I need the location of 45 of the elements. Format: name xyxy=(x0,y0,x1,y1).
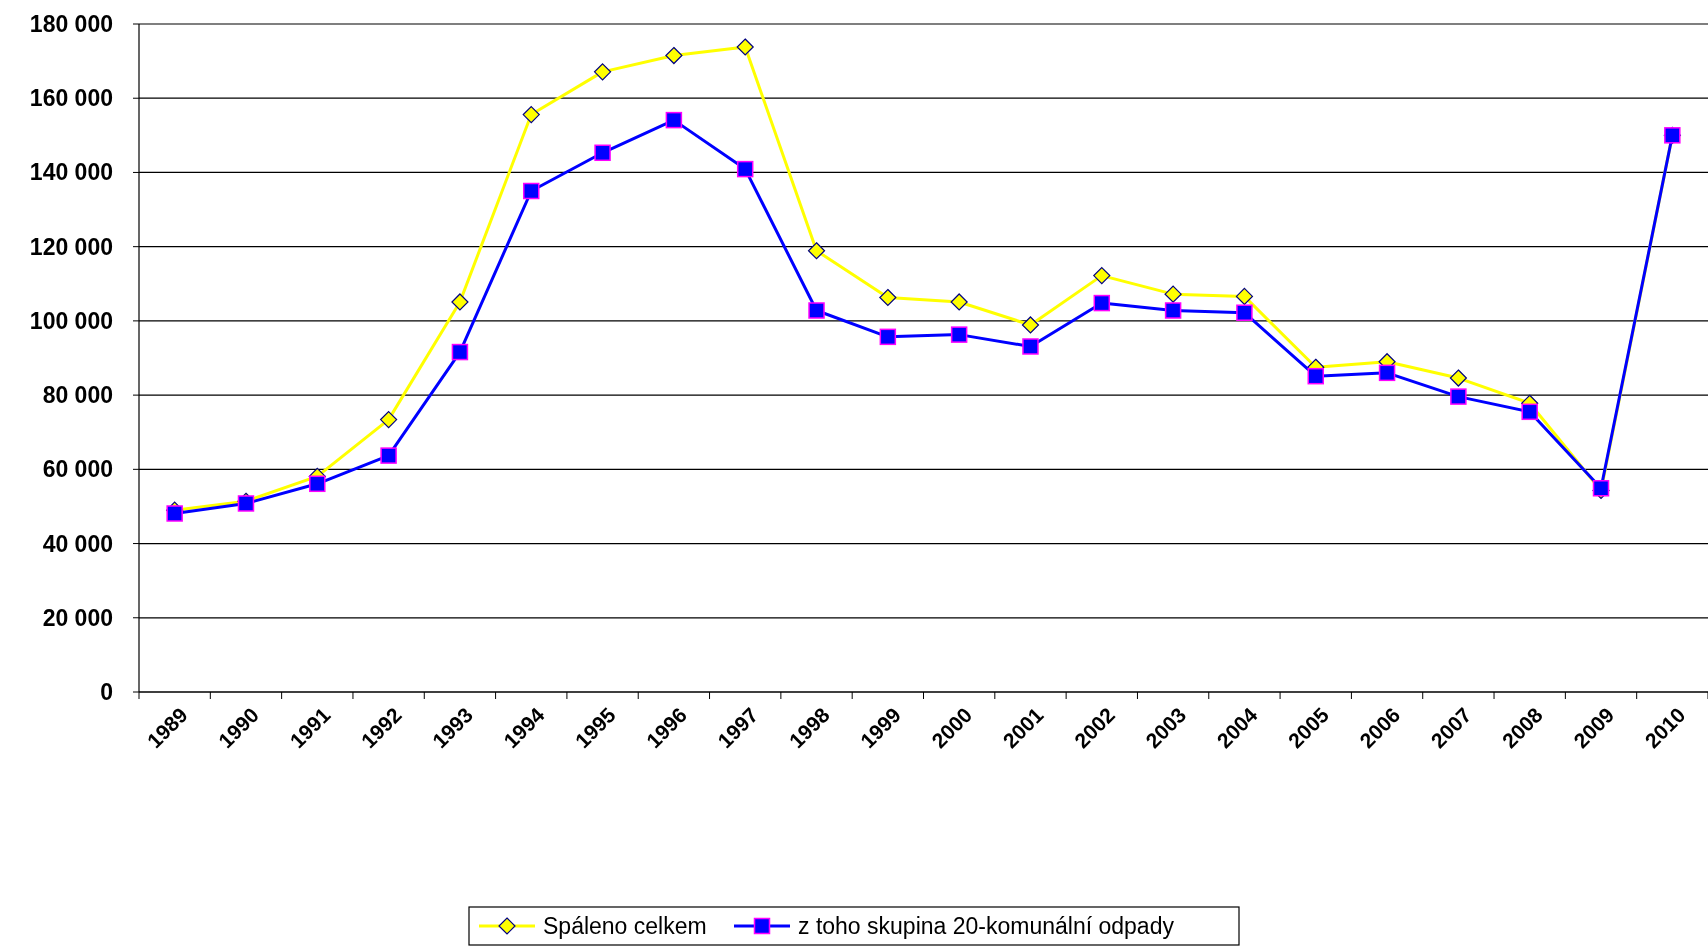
legend-label: Spáleno celkem xyxy=(543,913,707,940)
point xyxy=(1307,367,1324,385)
y-tick-label: 160 000 xyxy=(29,85,113,112)
point xyxy=(522,105,540,124)
y-tick-label: 80 000 xyxy=(42,382,113,409)
point xyxy=(309,475,326,493)
point xyxy=(1022,338,1039,355)
point xyxy=(807,242,826,260)
point xyxy=(1093,267,1111,285)
point xyxy=(1378,364,1396,382)
point xyxy=(1164,285,1182,303)
y-tick-label: 20 000 xyxy=(42,604,113,631)
point xyxy=(593,63,612,81)
point xyxy=(594,144,611,162)
point xyxy=(1450,388,1467,405)
point xyxy=(879,288,897,307)
point xyxy=(380,411,398,429)
y-tick-label: 100 000 xyxy=(29,307,113,334)
point xyxy=(808,302,825,319)
point xyxy=(1021,316,1040,334)
point xyxy=(665,111,683,129)
point xyxy=(1093,294,1111,312)
point xyxy=(879,328,897,346)
point xyxy=(523,182,540,200)
y-tick-label: 0 xyxy=(100,679,113,706)
y-tick-label: 60 000 xyxy=(42,456,113,483)
point xyxy=(451,293,469,311)
point xyxy=(451,343,469,361)
y-tick-label: 140 000 xyxy=(29,159,113,186)
legend-label: z toho skupina 20-komunální odpady xyxy=(798,913,1175,940)
point xyxy=(1521,403,1538,421)
point xyxy=(736,38,754,56)
point xyxy=(166,505,183,522)
point xyxy=(380,447,397,464)
y-tick-label: 120 000 xyxy=(29,233,113,260)
y-tick-label: 40 000 xyxy=(42,530,113,557)
point xyxy=(1236,304,1253,321)
point xyxy=(1164,302,1182,319)
point xyxy=(1235,287,1254,305)
point xyxy=(950,293,968,311)
point xyxy=(665,46,683,65)
y-tick-label: 180 000 xyxy=(29,11,113,38)
point xyxy=(1449,369,1467,387)
point xyxy=(950,326,968,343)
point xyxy=(736,160,754,178)
